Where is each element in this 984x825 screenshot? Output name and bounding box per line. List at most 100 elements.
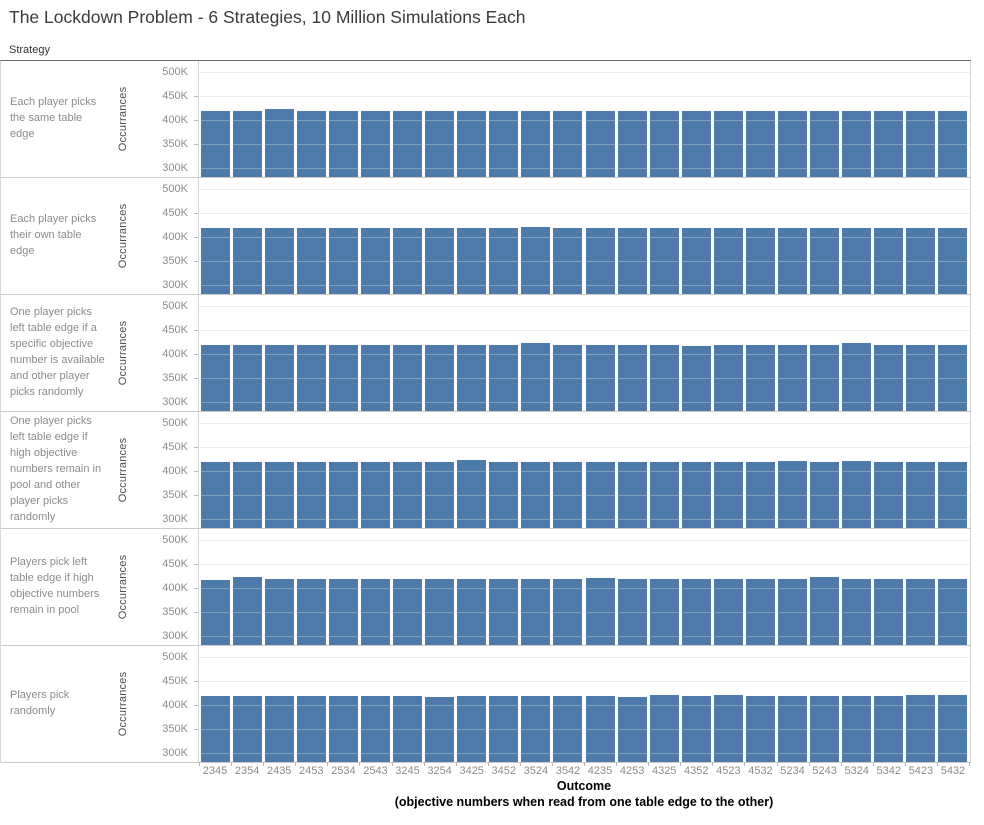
bar[interactable] xyxy=(681,579,711,645)
bar[interactable] xyxy=(360,461,390,528)
bar[interactable] xyxy=(393,111,423,177)
bar[interactable] xyxy=(810,111,840,177)
bar[interactable] xyxy=(425,110,455,177)
bar[interactable] xyxy=(232,345,262,411)
bar[interactable] xyxy=(585,461,615,528)
bar[interactable] xyxy=(521,579,551,645)
bar[interactable] xyxy=(778,228,808,294)
bar[interactable] xyxy=(810,577,840,645)
bar[interactable] xyxy=(906,110,936,177)
bar[interactable] xyxy=(328,696,358,762)
bar[interactable] xyxy=(938,344,968,411)
bar[interactable] xyxy=(649,345,679,411)
bar[interactable] xyxy=(617,110,647,177)
bar[interactable] xyxy=(521,226,551,294)
bar[interactable] xyxy=(745,461,775,528)
bar[interactable] xyxy=(393,578,423,645)
bar[interactable] xyxy=(360,110,390,177)
bar[interactable] xyxy=(200,110,230,177)
bar[interactable] xyxy=(360,579,390,645)
bar[interactable] xyxy=(296,579,326,645)
bar[interactable] xyxy=(457,227,487,294)
bar[interactable] xyxy=(713,111,743,177)
bar[interactable] xyxy=(521,696,551,762)
bar[interactable] xyxy=(553,578,583,645)
bar[interactable] xyxy=(617,579,647,645)
bar[interactable] xyxy=(425,578,455,645)
bar[interactable] xyxy=(425,228,455,294)
bar[interactable] xyxy=(713,695,743,762)
bar[interactable] xyxy=(328,111,358,177)
bar[interactable] xyxy=(360,344,390,411)
bar[interactable] xyxy=(393,227,423,294)
bar[interactable] xyxy=(874,345,904,411)
bar[interactable] xyxy=(585,577,615,645)
bar[interactable] xyxy=(649,462,679,528)
bar[interactable] xyxy=(296,110,326,177)
bar[interactable] xyxy=(649,578,679,645)
bar[interactable] xyxy=(585,110,615,177)
bar[interactable] xyxy=(457,110,487,177)
bar[interactable] xyxy=(906,462,936,528)
bar[interactable] xyxy=(906,578,936,645)
bar[interactable] xyxy=(649,227,679,294)
bar[interactable] xyxy=(585,345,615,411)
bar[interactable] xyxy=(425,461,455,528)
bar[interactable] xyxy=(842,579,872,645)
bar[interactable] xyxy=(906,227,936,294)
bar[interactable] xyxy=(810,344,840,411)
bar[interactable] xyxy=(232,227,262,294)
bar[interactable] xyxy=(874,696,904,762)
bar[interactable] xyxy=(489,227,519,294)
bar[interactable] xyxy=(938,461,968,528)
bar[interactable] xyxy=(778,345,808,411)
bar[interactable] xyxy=(938,695,968,762)
bar[interactable] xyxy=(200,344,230,411)
bar[interactable] xyxy=(553,228,583,294)
bar[interactable] xyxy=(232,111,262,177)
bar[interactable] xyxy=(264,695,294,762)
bar[interactable] xyxy=(232,577,262,645)
bar[interactable] xyxy=(810,462,840,528)
bar[interactable] xyxy=(393,345,423,411)
bar[interactable] xyxy=(745,227,775,294)
bar[interactable] xyxy=(745,578,775,645)
bar[interactable] xyxy=(906,695,936,762)
bar[interactable] xyxy=(938,227,968,294)
bar[interactable] xyxy=(842,110,872,177)
bar[interactable] xyxy=(906,344,936,411)
bar[interactable] xyxy=(360,227,390,294)
bar[interactable] xyxy=(553,695,583,762)
bar[interactable] xyxy=(938,110,968,177)
bar[interactable] xyxy=(232,462,262,528)
bar[interactable] xyxy=(745,695,775,762)
bar[interactable] xyxy=(681,696,711,762)
bar[interactable] xyxy=(489,462,519,528)
bar[interactable] xyxy=(874,461,904,528)
bar[interactable] xyxy=(842,343,872,411)
bar[interactable] xyxy=(649,111,679,177)
bar[interactable] xyxy=(713,344,743,411)
bar[interactable] xyxy=(778,110,808,177)
bar[interactable] xyxy=(489,695,519,762)
bar[interactable] xyxy=(200,461,230,528)
bar[interactable] xyxy=(489,111,519,177)
bar[interactable] xyxy=(649,695,679,762)
bar[interactable] xyxy=(617,344,647,411)
bar[interactable] xyxy=(681,110,711,177)
bar[interactable] xyxy=(296,345,326,411)
bar[interactable] xyxy=(328,578,358,645)
bar[interactable] xyxy=(264,578,294,645)
bar[interactable] xyxy=(296,695,326,762)
bar[interactable] xyxy=(778,460,808,528)
bar[interactable] xyxy=(393,462,423,528)
bar[interactable] xyxy=(457,345,487,411)
bar[interactable] xyxy=(489,578,519,645)
bar[interactable] xyxy=(200,579,230,645)
bar[interactable] xyxy=(585,227,615,294)
bar[interactable] xyxy=(457,695,487,762)
bar[interactable] xyxy=(778,695,808,762)
bar[interactable] xyxy=(521,343,551,411)
bar[interactable] xyxy=(521,461,551,528)
bar[interactable] xyxy=(328,344,358,411)
